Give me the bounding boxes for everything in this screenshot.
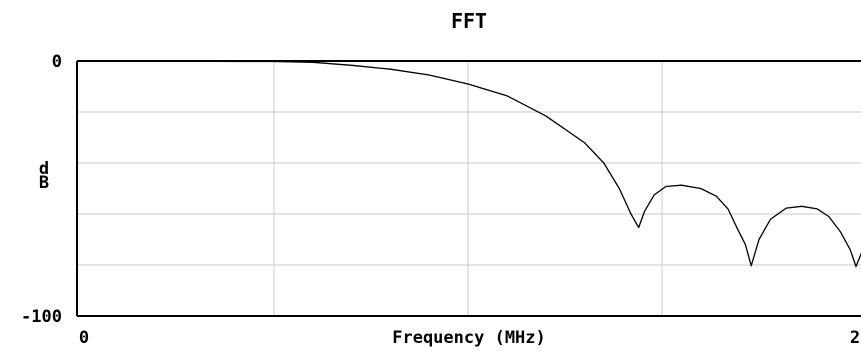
chart-title: FFT <box>451 9 487 33</box>
y-tick-label-1: -100 <box>21 307 62 327</box>
plot-frame <box>76 60 861 317</box>
grid <box>77 61 861 316</box>
y-tick-label-0: 0 <box>52 52 62 72</box>
series-line-0 <box>80 60 861 268</box>
y-tick-labels: 0 -100 <box>21 52 62 327</box>
series-group <box>80 60 861 268</box>
x-tick-label-1: 2 <box>850 328 860 348</box>
x-axis-label: Frequency (MHz) <box>392 328 546 348</box>
x-tick-label-0: 0 <box>79 328 89 348</box>
